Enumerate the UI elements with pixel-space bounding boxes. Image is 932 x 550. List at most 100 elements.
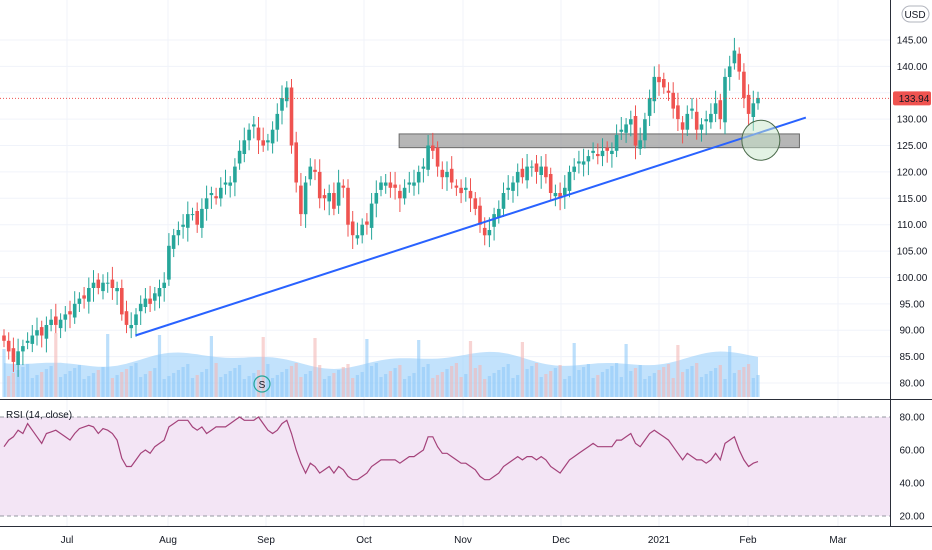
candle-body[interactable] [435,147,440,167]
candle-body[interactable] [553,193,558,197]
candle-body[interactable] [742,71,746,99]
candle-body[interactable] [520,168,525,178]
candle-body[interactable] [374,193,379,204]
candle-body[interactable] [21,346,25,352]
candle-body[interactable] [322,195,327,199]
candle-body[interactable] [181,224,185,227]
candle-body[interactable] [82,295,86,299]
candle-body[interactable] [11,348,16,362]
candle-body[interactable] [699,124,704,130]
candle-body[interactable] [567,171,572,191]
candle-body[interactable] [228,182,232,186]
candle-body[interactable] [694,111,699,130]
candle-body[interactable] [478,205,482,225]
trendline[interactable] [135,116,807,337]
candle-body[interactable] [195,211,199,225]
candle-body[interactable] [421,166,426,169]
candle-body[interactable] [647,98,652,116]
candle-body[interactable] [176,230,181,236]
candle-body[interactable] [468,190,473,199]
candle-body[interactable] [379,182,383,190]
candle-body[interactable] [129,325,133,329]
candle-body[interactable] [497,208,501,218]
candle-body[interactable] [680,122,685,130]
candle-body[interactable] [464,187,468,190]
candle-body[interactable] [732,50,737,64]
candle-body[interactable] [303,182,308,215]
candle-body[interactable] [223,182,228,185]
candle-body[interactable] [247,129,251,141]
candle-body[interactable] [407,182,412,185]
candle-body[interactable] [313,169,317,172]
dividend-marker[interactable]: S [259,380,266,391]
candle-body[interactable] [412,182,416,186]
candle-body[interactable] [548,174,553,193]
candle-body[interactable] [242,140,247,154]
candle-body[interactable] [110,279,115,288]
candle-body[interactable] [289,87,294,146]
candle-body[interactable] [261,140,265,146]
candle-body[interactable] [445,171,449,178]
candle-body[interactable] [317,171,322,199]
candle-body[interactable] [393,184,397,188]
candle-body[interactable] [237,150,242,164]
candle-body[interactable] [91,282,96,288]
candle-body[interactable] [350,221,355,236]
candle-body[interactable] [30,335,35,344]
candle-body[interactable] [534,163,539,172]
candle-body[interactable] [16,351,20,365]
candle-body[interactable] [596,154,600,157]
candle-body[interactable] [657,76,661,83]
candle-body[interactable] [454,185,459,188]
candle-body[interactable] [105,282,110,284]
candle-body[interactable] [299,185,303,215]
candle-body[interactable] [209,193,214,196]
candle-body[interactable] [610,150,614,154]
candle-body[interactable] [713,103,718,114]
candle-body[interactable] [214,196,218,199]
candle-body[interactable] [138,303,143,312]
candle-body[interactable] [336,182,341,206]
candle-body[interactable] [157,288,162,297]
candle-body[interactable] [671,92,675,109]
candle-body[interactable] [266,140,270,143]
candle-body[interactable] [530,166,534,168]
candle-body[interactable] [600,150,605,157]
candle-body[interactable] [360,224,364,236]
candle-body[interactable] [511,182,515,191]
candle-body[interactable] [341,185,346,188]
candle-body[interactable] [204,198,209,209]
candle-body[interactable] [77,298,82,304]
candle-body[interactable] [25,340,30,343]
candle-body[interactable] [49,319,53,325]
candle-body[interactable] [44,325,49,339]
candle-body[interactable] [718,100,723,120]
candle-body[interactable] [563,187,567,196]
candle-body[interactable] [96,279,101,288]
candle-body[interactable] [284,87,289,102]
candle-body[interactable] [643,119,647,141]
candle-body[interactable] [492,214,496,227]
candle-body[interactable] [171,235,176,249]
candle-body[interactable] [581,161,586,165]
candle-body[interactable] [275,113,280,130]
candle-body[interactable] [327,193,331,202]
candle-body[interactable] [431,145,435,151]
candle-body[interactable] [58,319,63,329]
candle-body[interactable] [416,171,421,183]
candle-body[interactable] [662,79,666,88]
candle-body[interactable] [280,98,284,111]
candle-body[interactable] [629,119,633,125]
candle-body[interactable] [101,282,105,292]
candle-body[interactable] [6,340,11,352]
candle-body[interactable] [572,166,576,172]
candle-body[interactable] [586,156,591,162]
dividend-marker-circle[interactable] [253,375,271,393]
candle-body[interactable] [115,288,119,292]
currency-badge[interactable]: USD [904,10,925,21]
candle-body[interactable] [501,193,506,209]
rsi-title[interactable]: RSI (14, close) [6,410,72,421]
candle-body[interactable] [365,221,369,225]
highlight-circle[interactable] [741,119,781,161]
candle-body[interactable] [577,161,581,164]
